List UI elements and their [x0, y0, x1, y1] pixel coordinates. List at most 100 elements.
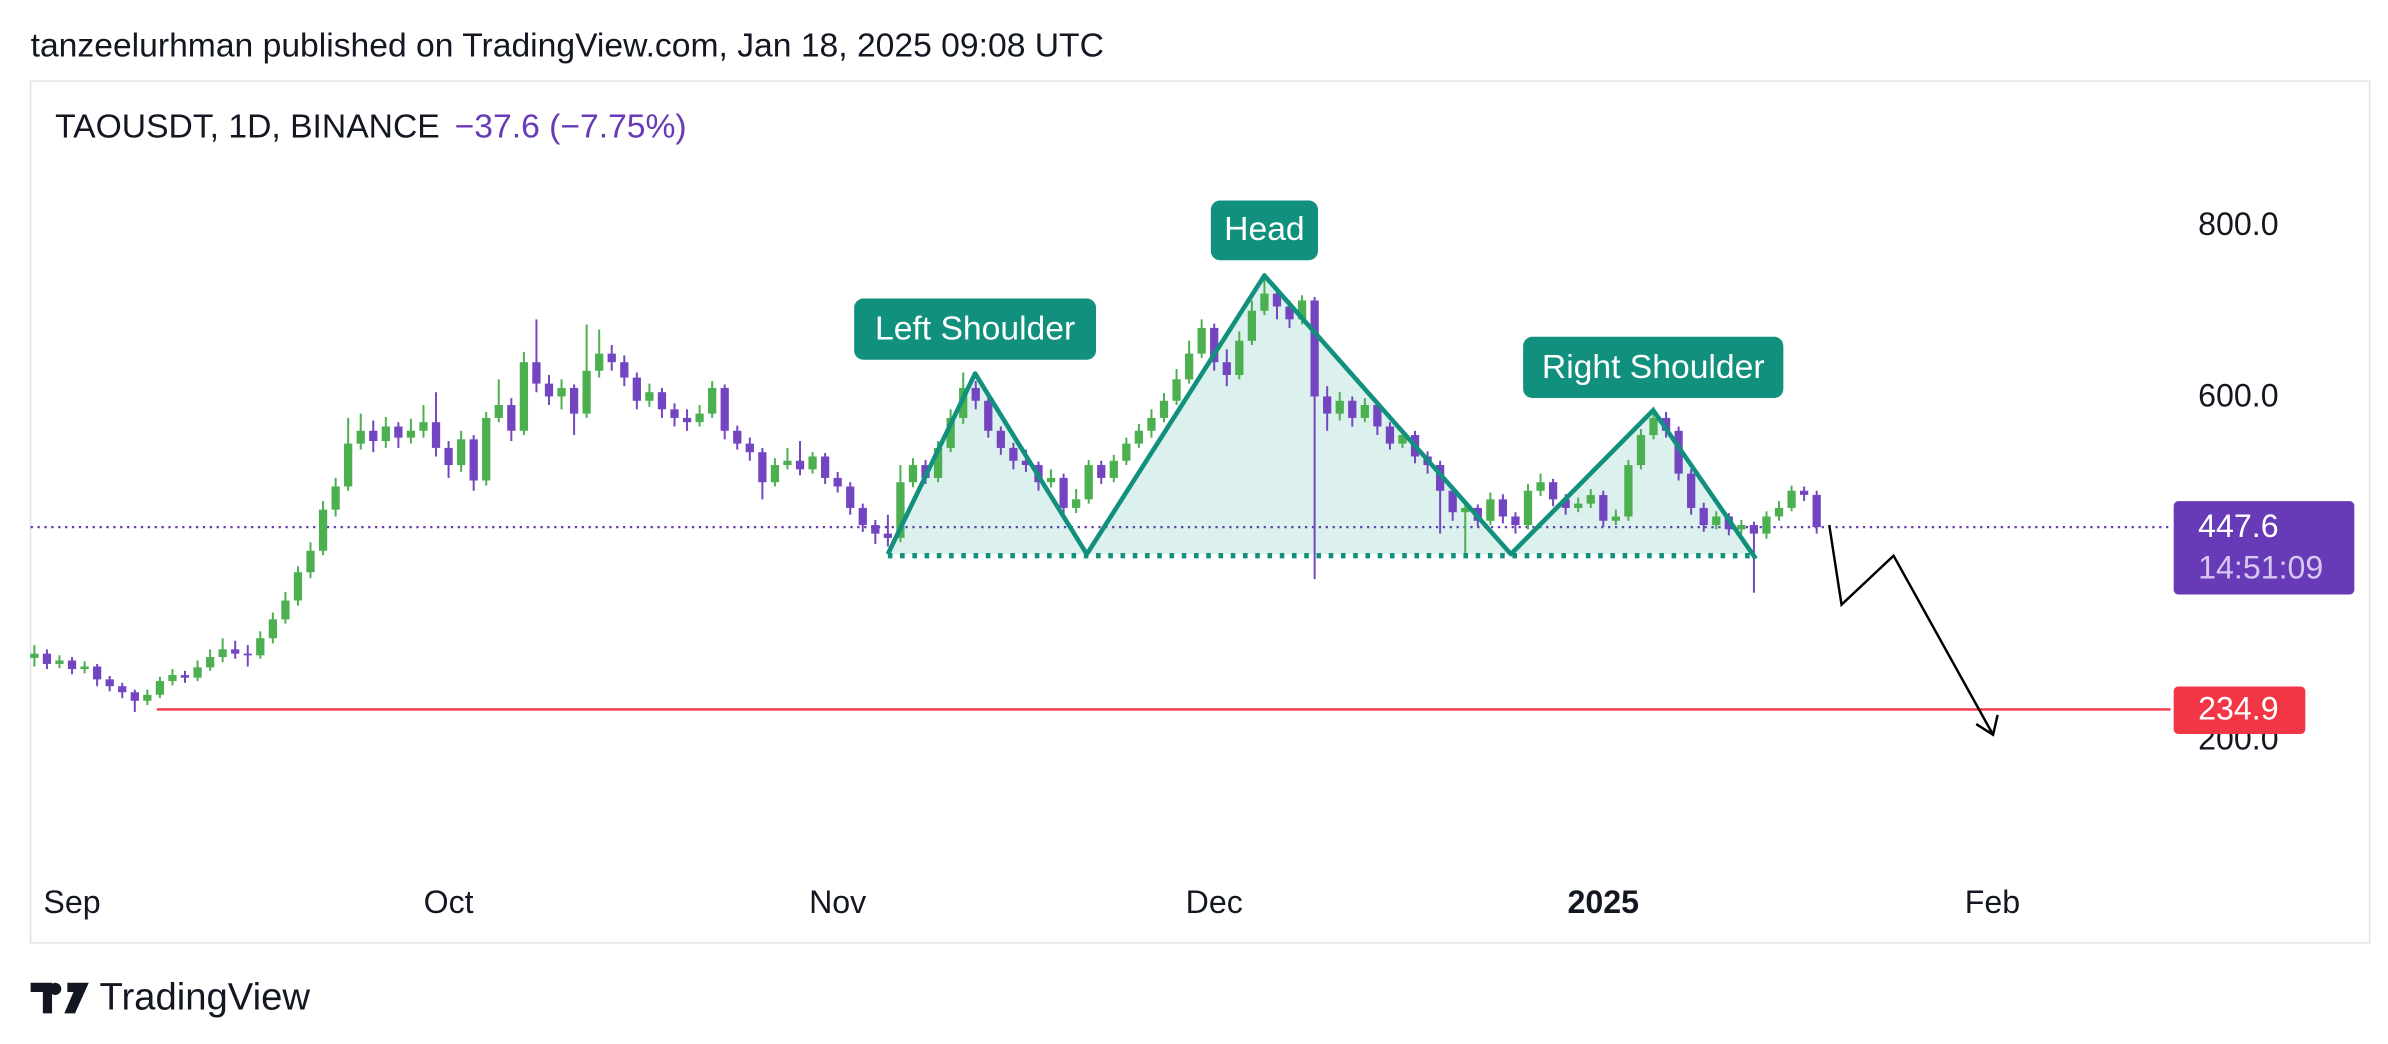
candle-body — [155, 681, 165, 695]
candle-body — [1511, 516, 1520, 526]
candle-body — [758, 452, 767, 483]
candle-body — [444, 447, 453, 466]
x-tick-label: 2025 — [1568, 884, 1639, 920]
candle-body — [419, 422, 428, 431]
candle-body — [1373, 405, 1382, 427]
candle-body — [1737, 525, 1746, 530]
candle-body — [544, 383, 554, 397]
pattern-label: Head — [1224, 211, 1304, 248]
candle-body — [1586, 495, 1595, 504]
candle-body — [1749, 525, 1759, 534]
candle-body — [657, 392, 667, 410]
pattern-label: Left Shoulder — [875, 311, 1075, 348]
candle-body — [1122, 443, 1131, 461]
candle-body — [1059, 477, 1068, 508]
candle-body — [406, 430, 416, 438]
candle-body — [996, 430, 1005, 448]
candle-body — [1624, 465, 1633, 517]
label-box — [1523, 336, 1784, 399]
candle-body — [1712, 516, 1721, 526]
candle-body — [582, 370, 591, 414]
x-tick-label: Oct — [424, 884, 474, 920]
candle-body — [1385, 426, 1395, 444]
candle-body — [632, 377, 641, 401]
x-tick-label: Feb — [1965, 884, 2020, 920]
candle-body — [331, 486, 340, 510]
candle-body — [896, 482, 905, 538]
candle-body — [1762, 516, 1771, 534]
candle-body — [356, 430, 365, 444]
candle-body — [344, 443, 353, 487]
candle-body — [1436, 465, 1445, 491]
candle-body — [783, 460, 792, 466]
candle-body — [1649, 417, 1658, 436]
candle-body — [1021, 460, 1031, 466]
candle-body — [984, 400, 993, 431]
candle-body — [30, 653, 39, 658]
y-tick-label: 600.0 — [2198, 377, 2278, 413]
candle-body — [369, 430, 378, 442]
candle-body — [670, 409, 679, 418]
candle-body — [1097, 465, 1106, 478]
pattern-label: Right Shoulder — [1542, 349, 1765, 386]
candle-body — [770, 465, 780, 483]
y-tick-label: 800.0 — [2198, 206, 2278, 242]
candle-body — [268, 619, 277, 639]
candle-body — [745, 443, 754, 453]
candle-body — [231, 649, 240, 654]
candle-body — [820, 456, 830, 478]
candle-body — [1310, 300, 1319, 397]
candle-body — [1674, 430, 1683, 474]
candle-body — [1197, 327, 1206, 354]
candle-body — [193, 667, 202, 678]
candle-body — [1147, 417, 1156, 431]
candle-body — [1398, 435, 1407, 444]
candle-body — [80, 666, 89, 670]
countdown-label: 14:51:09 — [2198, 549, 2323, 585]
candle-body — [482, 417, 491, 481]
candle-body — [1561, 499, 1570, 508]
candle-body — [42, 653, 52, 664]
candle-body — [306, 550, 315, 573]
candle-body — [1109, 460, 1118, 478]
candle-body — [1272, 293, 1282, 307]
candle-body — [1046, 477, 1056, 483]
candle-body — [695, 413, 704, 423]
candle-body — [1448, 490, 1457, 513]
pattern-fill — [887, 275, 1756, 555]
candle-body — [143, 694, 152, 701]
candle-body — [858, 507, 867, 526]
candle-body — [394, 426, 403, 438]
candle-body — [1285, 306, 1294, 320]
candle-body — [1184, 353, 1194, 380]
candle-body — [180, 675, 190, 678]
lines-layer — [30, 526, 2171, 711]
label-box — [1210, 200, 1318, 261]
candle-body — [507, 405, 516, 431]
candle-body — [720, 387, 729, 431]
candle-body — [795, 460, 805, 470]
candle-body — [883, 533, 893, 538]
logo-mark — [30, 982, 89, 1014]
publish-header: tanzeelurhman published on TradingView.c… — [31, 27, 1104, 64]
candle-body — [168, 675, 177, 682]
candle-body — [67, 660, 77, 670]
candle-body — [1812, 494, 1821, 528]
candle-body — [293, 572, 303, 601]
candle-body — [281, 600, 290, 620]
candle-body — [1611, 516, 1620, 521]
candle-body — [318, 509, 328, 551]
candle-body — [1297, 300, 1307, 320]
candle-body — [1461, 507, 1470, 513]
pattern-drawing: Left Shoulder Head Right Shoulder — [854, 200, 1999, 737]
candle-body — [532, 362, 541, 384]
x-tick-label: Sep — [43, 884, 100, 920]
chart-frame — [29, 80, 2371, 944]
candle-body — [1072, 499, 1081, 508]
footer-brand: TradingView — [100, 976, 311, 1019]
candle-body — [55, 660, 64, 664]
x-tick-label: Nov — [809, 884, 866, 920]
candle-body — [130, 692, 139, 701]
